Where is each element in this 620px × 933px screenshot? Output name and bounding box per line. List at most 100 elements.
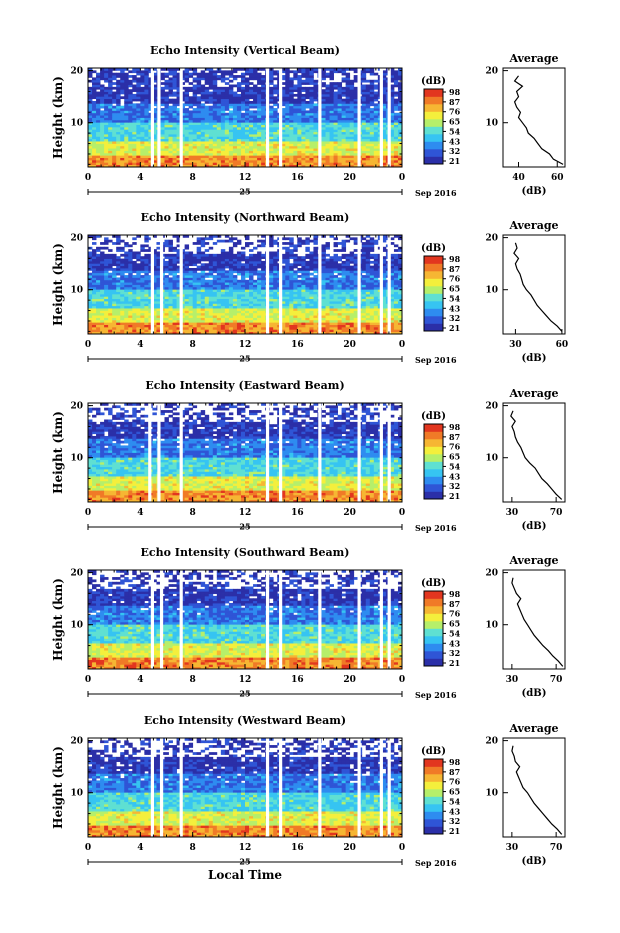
heatmap-cell: [144, 73, 148, 76]
heatmap-cell: [193, 162, 197, 165]
heatmap-cell: [132, 153, 136, 156]
heatmap-cell: [241, 303, 245, 306]
heatmap-cell: [346, 80, 350, 83]
heatmap-cell: [233, 162, 237, 165]
heatmap-cell: [321, 306, 325, 309]
heatmap-cell: [124, 125, 128, 128]
heatmap-cell: [217, 108, 221, 111]
heatmap-cell: [160, 158, 164, 161]
heatmap-cell: [309, 75, 313, 78]
heatmap-cell: [293, 115, 297, 118]
heatmap-cell: [253, 139, 257, 142]
heatmap-cell: [112, 125, 116, 128]
heatmap-cell: [273, 315, 277, 318]
heatmap-cell: [96, 146, 100, 149]
heatmap-cell: [237, 87, 241, 90]
heatmap-cell: [116, 318, 120, 321]
heatmap-cell: [104, 103, 108, 106]
heatmap-cell: [193, 143, 197, 146]
heatmap-cell: [233, 285, 237, 288]
heatmap-cell: [164, 75, 168, 78]
heatmap-cell: [346, 82, 350, 85]
heatmap-cell: [144, 101, 148, 104]
heatmap-cell: [245, 92, 249, 95]
heatmap-cell: [164, 315, 168, 318]
heatmap-cell: [189, 287, 193, 290]
heatmap-cell: [241, 294, 245, 297]
heatmap-cell: [273, 162, 277, 165]
heatmap-cell: [132, 134, 136, 137]
heatmap-cell: [164, 101, 168, 104]
heatmap-cell: [305, 151, 309, 154]
heatmap-cell: [346, 136, 350, 139]
heatmap-cell: [334, 306, 338, 309]
heatmap-cell: [249, 118, 253, 121]
heatmap-cell: [354, 306, 358, 309]
heatmap-cell: [221, 320, 225, 323]
heatmap-cell: [140, 292, 144, 295]
heatmap-cell: [136, 141, 140, 144]
heatmap-cell: [124, 113, 128, 116]
heatmap-cell: [330, 92, 334, 95]
heatmap-cell: [257, 99, 261, 102]
heatmap-cell: [160, 162, 164, 165]
heatmap-cell: [289, 306, 293, 309]
heatmap-cell: [96, 287, 100, 290]
heatmap-cell: [136, 106, 140, 109]
heatmap-cell: [394, 155, 398, 158]
heatmap-cell: [366, 110, 370, 113]
heatmap-cell: [305, 136, 309, 139]
heatmap-cell: [189, 322, 193, 325]
heatmap-cell: [330, 162, 334, 165]
heatmap-cell: [321, 153, 325, 156]
heatmap-cell: [370, 85, 374, 88]
heatmap-cell: [213, 296, 217, 299]
heatmap-cell: [366, 162, 370, 165]
heatmap-cell: [289, 158, 293, 161]
heatmap-cell: [185, 318, 189, 321]
heatmap-cell: [362, 113, 366, 116]
heatmap-cell: [370, 115, 374, 118]
heatmap-cell: [269, 77, 273, 80]
heatmap-cell: [185, 80, 189, 83]
heatmap-cell: [354, 301, 358, 304]
heatmap-cell: [217, 282, 221, 285]
heatmap-cell: [173, 303, 177, 306]
heatmap-cell: [197, 108, 201, 111]
heatmap-cell: [124, 320, 128, 323]
heatmap-cell: [92, 80, 96, 83]
heatmap-cell: [374, 132, 378, 135]
heatmap-cell: [88, 315, 92, 318]
heatmap-cell: [88, 96, 92, 99]
date-month-label: Sep 2016: [415, 188, 457, 198]
heatmap-cell: [342, 160, 346, 163]
heatmap-cell: [104, 115, 108, 118]
heatmap-cell: [301, 160, 305, 163]
heatmap-cell: [217, 289, 221, 292]
heatmap-cell: [342, 310, 346, 313]
heatmap-cell: [169, 136, 173, 139]
heatmap-cell: [100, 320, 104, 323]
heatmap-cell: [374, 322, 378, 325]
heatmap-cell: [229, 94, 233, 97]
heatmap-cell: [289, 325, 293, 328]
heatmap-cell: [261, 313, 265, 316]
heatmap-cell: [297, 125, 301, 128]
heatmap-cell: [205, 99, 209, 102]
heatmap-cell: [221, 129, 225, 132]
heatmap-cell: [144, 280, 148, 283]
heatmap-cell: [241, 99, 245, 102]
heatmap-cell: [197, 155, 201, 158]
heatmap-cell: [233, 101, 237, 104]
heatmap-cell: [245, 80, 249, 83]
heatmap-cell: [120, 153, 124, 156]
heatmap-cell: [309, 285, 313, 288]
heatmap-cell: [330, 96, 334, 99]
heatmap-cell: [330, 85, 334, 88]
heatmap-cell: [96, 303, 100, 306]
heatmap-cell: [326, 106, 330, 109]
heatmap-cell: [330, 101, 334, 104]
heatmap-cell: [301, 292, 305, 295]
heatmap-cell: [140, 139, 144, 142]
heatmap-cell: [342, 92, 346, 95]
